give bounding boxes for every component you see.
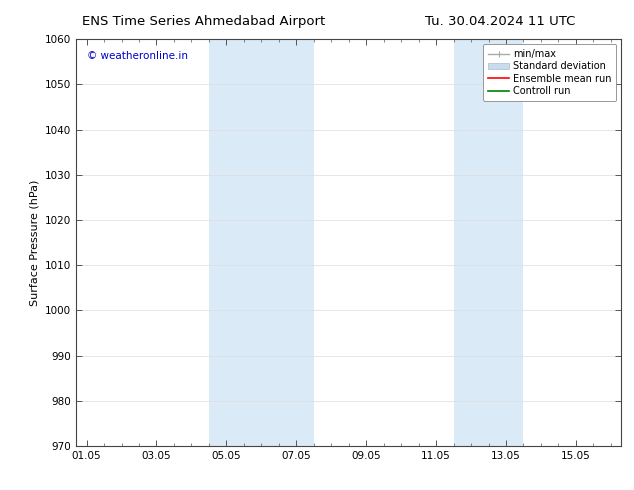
Y-axis label: Surface Pressure (hPa): Surface Pressure (hPa) xyxy=(29,179,39,306)
Bar xyxy=(261,39,314,446)
Bar xyxy=(453,39,489,446)
Text: © weatheronline.in: © weatheronline.in xyxy=(87,51,188,61)
Text: ENS Time Series Ahmedabad Airport: ENS Time Series Ahmedabad Airport xyxy=(82,15,326,28)
Legend: min/max, Standard deviation, Ensemble mean run, Controll run: min/max, Standard deviation, Ensemble me… xyxy=(483,44,616,101)
Bar xyxy=(489,39,524,446)
Bar xyxy=(209,39,261,446)
Text: Tu. 30.04.2024 11 UTC: Tu. 30.04.2024 11 UTC xyxy=(425,15,575,28)
